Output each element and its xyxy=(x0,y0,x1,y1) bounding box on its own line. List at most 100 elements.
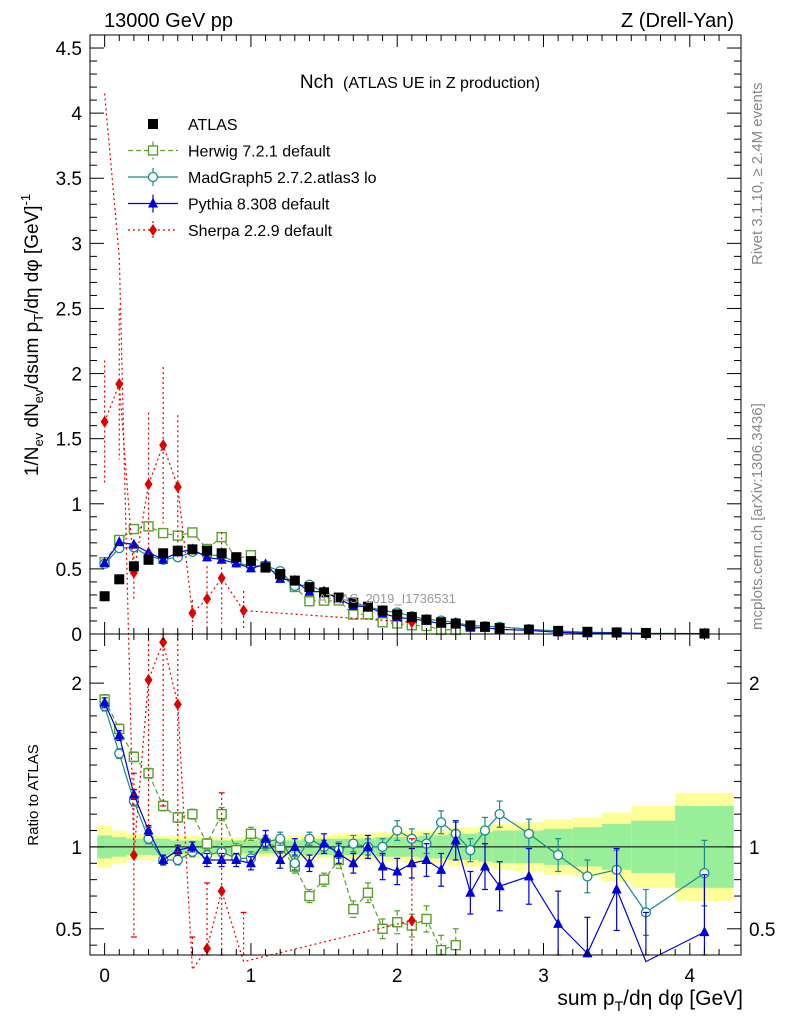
ratio-point-pythia xyxy=(494,880,505,891)
main-point-herwig xyxy=(128,523,140,535)
ratio-point-sherpa xyxy=(203,942,212,955)
main-line-sherpa xyxy=(104,383,412,623)
main-point-pythia xyxy=(114,536,125,547)
main-point-herwig xyxy=(187,527,198,538)
ratio-point-pythia xyxy=(319,837,330,848)
x-tick-label: 4 xyxy=(685,966,696,987)
data-point-atlas xyxy=(99,591,110,602)
legend: ATLAS Herwig 7.2.1 default MadGraph5 2.7.2… xyxy=(128,117,377,240)
y-tick-label: 3 xyxy=(71,234,82,255)
data-point-atlas xyxy=(172,545,183,556)
data-point-atlas xyxy=(143,554,154,565)
ratio-point-herwig xyxy=(128,751,140,763)
ratio-point-pythia xyxy=(304,857,315,868)
ratio-y-tick-label-left: 0.5 xyxy=(56,920,82,941)
ratio-y-tick-label-right: 1 xyxy=(749,838,760,859)
main-point-pythia xyxy=(143,546,154,557)
ratio-panel-frame xyxy=(89,633,742,956)
main-point-sherpa xyxy=(217,572,226,585)
main-point-sherpa xyxy=(173,480,182,493)
legend-marker-pythia xyxy=(148,197,158,208)
ratio-point-pythia xyxy=(348,857,359,868)
data-point-atlas xyxy=(128,561,139,572)
data-point-atlas xyxy=(377,605,388,616)
main-point-herwig xyxy=(157,527,169,539)
main-point-sherpa xyxy=(239,604,248,617)
data-point-atlas xyxy=(158,548,169,559)
main-panel-axes: 0 0.5 1 1.5 2 2.5 3 3.5 4 4.5 xyxy=(56,34,741,646)
data-point-atlas xyxy=(333,592,344,603)
main-point-sherpa xyxy=(159,439,168,452)
ratio-point-pythia xyxy=(245,857,256,868)
ratio-point-herwig xyxy=(392,917,403,928)
data-point-atlas xyxy=(421,614,432,625)
ratio-point-sherpa xyxy=(144,673,153,686)
x-tick-label: 3 xyxy=(538,966,549,987)
y-tick-label: 4.5 xyxy=(56,39,82,60)
ratio-series-pythia xyxy=(99,696,710,963)
ratio-point-pythia xyxy=(99,696,110,707)
legend-marker-sherpa xyxy=(149,224,157,236)
main-point-sherpa xyxy=(115,377,124,390)
ratio-point-herwig xyxy=(304,890,315,902)
data-point-atlas xyxy=(289,575,300,586)
main-point-sherpa xyxy=(188,607,197,620)
ratio-point-pythia xyxy=(158,854,169,865)
ratio-point-madgraph xyxy=(552,849,564,861)
ratio-point-madgraph xyxy=(465,845,476,856)
ratio-point-madgraph xyxy=(582,871,593,882)
x-tick-label: 0 xyxy=(99,966,110,987)
y-tick-label: 1.5 xyxy=(56,430,82,451)
main-point-herwig xyxy=(304,595,315,607)
ratio-y-tick-label-left: 1 xyxy=(71,838,82,859)
data-point-atlas xyxy=(392,609,403,620)
ratio-point-herwig xyxy=(187,808,198,820)
ratio-point-pythia xyxy=(275,854,286,865)
y-tick-label: 0.5 xyxy=(56,560,82,581)
x-axis-label: sum pT/dη dφ [GeV] xyxy=(557,987,743,1014)
ratio-point-madgraph xyxy=(523,828,535,839)
main-point-pythia xyxy=(158,553,169,564)
ratio-point-pythia xyxy=(187,840,198,851)
ratio-point-herwig xyxy=(318,874,330,885)
legend-entry-pythia: Pythia 8.308 default xyxy=(128,194,330,214)
ratio-point-madgraph xyxy=(392,825,403,836)
main-point-herwig xyxy=(143,521,154,532)
header-left: 13000 GeV pp xyxy=(104,10,233,32)
ratio-point-herwig xyxy=(362,887,374,898)
ratio-point-herwig xyxy=(450,939,461,951)
main-point-pythia xyxy=(99,557,110,568)
main-point-sherpa xyxy=(144,478,153,491)
data-point-atlas xyxy=(348,597,359,608)
ratio-point-madgraph xyxy=(494,809,505,820)
data-point-atlas xyxy=(231,552,242,563)
ratio-point-sherpa xyxy=(173,698,182,711)
ratio-point-madgraph xyxy=(348,838,359,849)
ratio-point-herwig xyxy=(143,768,154,779)
ratio-point-madgraph xyxy=(435,817,447,828)
ratio-point-pythia xyxy=(406,857,417,868)
ratio-point-herwig xyxy=(172,812,183,823)
legend-entry-data: ATLAS xyxy=(148,117,238,134)
watermark: ATLAS_2019_I1736531 xyxy=(318,591,456,606)
data-point-atlas xyxy=(245,556,256,567)
ratio-point-pythia xyxy=(479,860,490,871)
ratio-point-madgraph xyxy=(377,841,388,853)
ratio-panel-axes: 0 1 2 3 4 0.5 0.5 1 1 2 2 xyxy=(56,633,775,987)
y-tick-label: 1 xyxy=(71,495,82,516)
main-point-pythia xyxy=(245,562,256,573)
ratio-series-herwig xyxy=(99,693,461,956)
y-tick-label: 4 xyxy=(71,104,82,125)
ratio-point-sherpa xyxy=(217,885,226,898)
ratio-point-pythia xyxy=(289,840,300,851)
ratio-point-pythia xyxy=(450,834,461,845)
legend-label-madgraph: MadGraph5 2.7.2.atlas3 lo xyxy=(188,170,377,187)
x-tick-label: 2 xyxy=(392,966,403,987)
ratio-point-pythia xyxy=(553,917,564,928)
main-point-sherpa xyxy=(203,592,212,605)
ratio-y-tick-label-right: 0.5 xyxy=(749,920,775,941)
ratio-line-herwig xyxy=(104,699,456,951)
legend-label-herwig: Herwig 7.2.1 default xyxy=(188,144,331,161)
legend-entry-herwig: Herwig 7.2.1 default xyxy=(128,141,331,161)
